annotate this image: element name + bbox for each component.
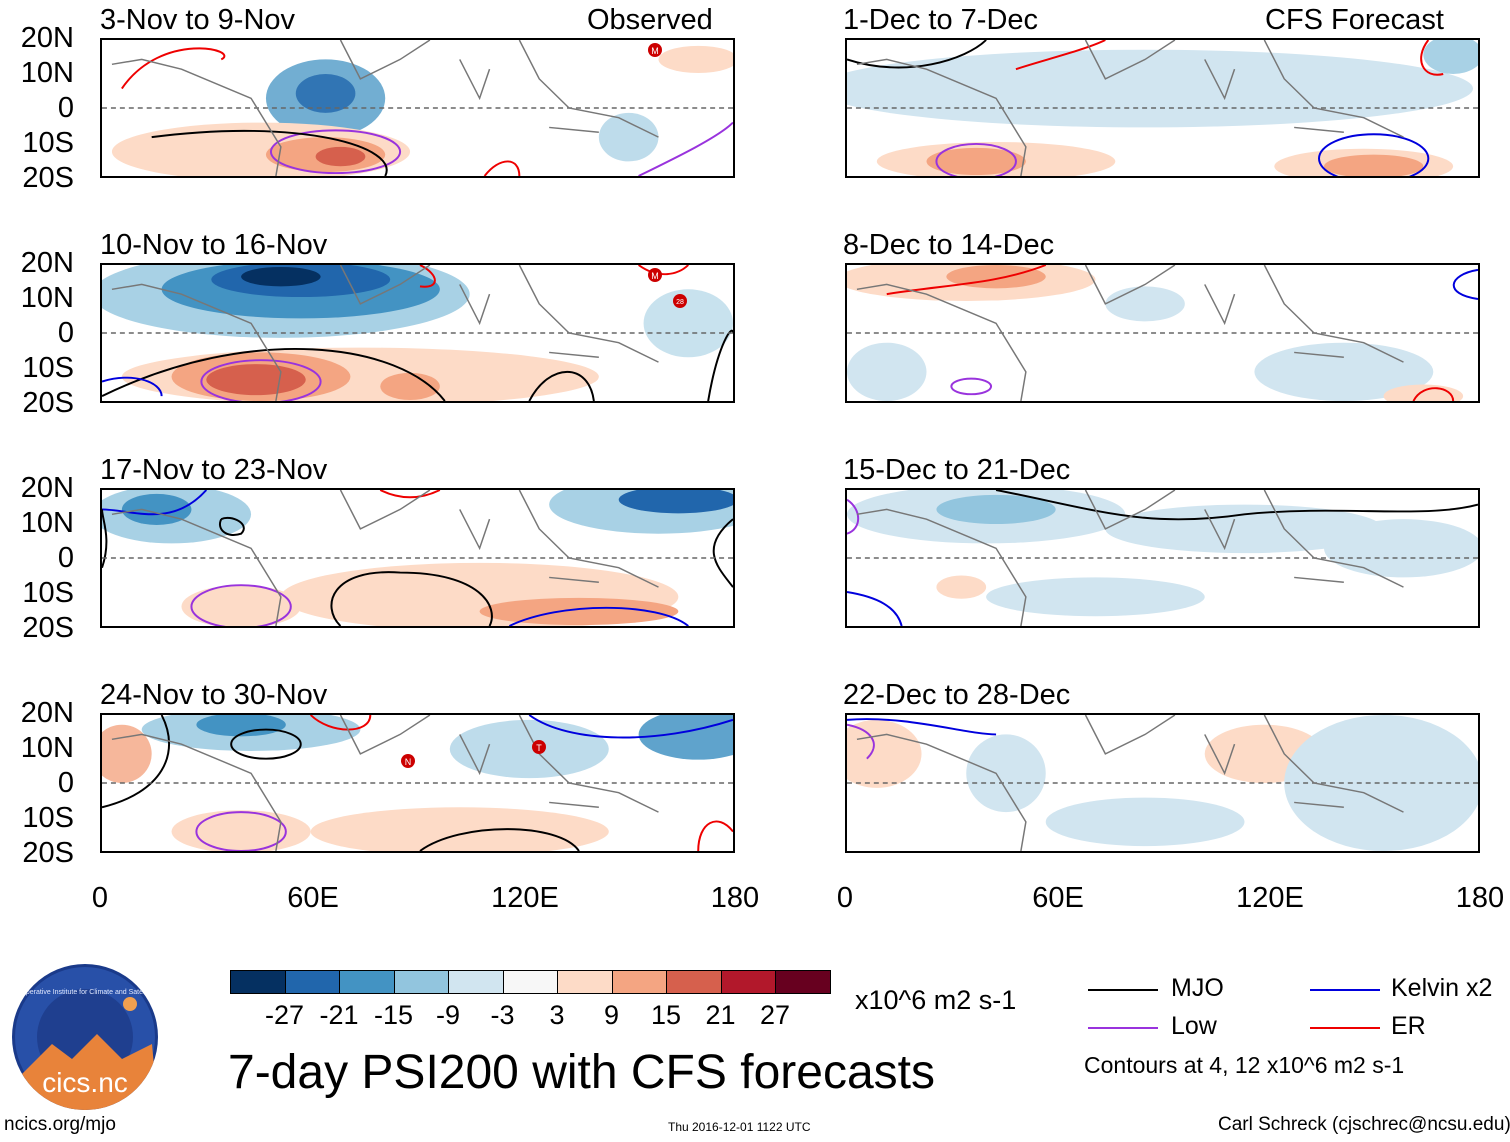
colorbar-tick-label: -15 (373, 1000, 414, 1030)
storm-marker: M (648, 268, 662, 282)
legend-label-mjo: MJO (1171, 974, 1224, 1002)
main-title: 7-day PSI200 with CFS forecasts (228, 1046, 935, 1099)
legend-line-low (1088, 1027, 1158, 1029)
colorbar-swatch (557, 970, 613, 994)
legend-line-mjo (1088, 989, 1158, 991)
lat-label: 20N (20, 22, 74, 54)
lon-label: 180 (710, 882, 760, 914)
map-panel-fc-3 (845, 488, 1480, 628)
lon-label: 60E (1032, 882, 1084, 914)
map-panel-obs-1: M (100, 38, 735, 178)
legend-label-kelvin: Kelvin x2 (1391, 974, 1493, 1002)
colorbar-tick-label: -27 (264, 1000, 305, 1030)
lat-label: 20N (20, 247, 74, 279)
lat-label: 10S (22, 127, 74, 159)
panel-title-obs-4: 24-Nov to 30-Nov (100, 679, 328, 711)
panel-title-fc-2: 8-Dec to 14-Dec (843, 229, 1055, 261)
svg-text:28: 28 (676, 299, 684, 306)
lat-label: 10S (22, 352, 74, 384)
observed-label: Observed (587, 4, 713, 36)
lat-label: 0 (57, 767, 74, 799)
map-panel-obs-4: N T (100, 713, 735, 853)
panel-title-fc-1: 1-Dec to 7-Dec (843, 4, 1039, 36)
footer-author: Carl Schreck (cjschrec@ncsu.edu) (1218, 1114, 1510, 1135)
panel-title-fc-3: 15-Dec to 21-Dec (843, 454, 1071, 486)
map-panel-fc-4 (845, 713, 1480, 853)
lat-label: 0 (57, 92, 74, 124)
colorbar-tick-label: 9 (603, 1000, 620, 1030)
colorbar-swatch (775, 970, 831, 994)
colorbar-swatch (393, 970, 449, 994)
svg-text:N: N (405, 757, 412, 767)
lat-label: 0 (57, 542, 74, 574)
lat-label: 20S (22, 612, 74, 644)
lat-label: 10N (20, 57, 74, 89)
lon-label: 120E (1236, 882, 1304, 914)
colorbar-swatch (448, 970, 504, 994)
lat-label: 20S (22, 387, 74, 419)
cics-logo: cics.nc Cooperative Institute for Climat… (12, 964, 158, 1110)
panel-title-fc-4: 22-Dec to 28-Dec (843, 679, 1071, 711)
svg-text:cics.nc: cics.nc (42, 1067, 128, 1098)
panel-title-obs-1: 3-Nov to 9-Nov (100, 4, 296, 36)
panel-title-obs-3: 17-Nov to 23-Nov (100, 454, 328, 486)
lat-label: 10S (22, 577, 74, 609)
svg-text:T: T (536, 743, 542, 753)
colorbar-tick-label: 27 (759, 1000, 791, 1030)
legend-line-er (1310, 1027, 1380, 1029)
lat-label: 10N (20, 732, 74, 764)
lat-label: 10N (20, 507, 74, 539)
map-panel-obs-3 (100, 488, 735, 628)
map-panel-fc-2 (845, 263, 1480, 403)
lat-label: 10S (22, 802, 74, 834)
cfs-forecast-label: CFS Forecast (1265, 4, 1444, 36)
colorbar-tick-label: 15 (650, 1000, 682, 1030)
lat-label: 20S (22, 837, 74, 869)
legend-label-er: ER (1391, 1012, 1426, 1040)
lon-label: 180 (1455, 882, 1505, 914)
colorbar-swatch (502, 970, 558, 994)
lon-label: 0 (836, 882, 854, 914)
colorbar-swatch (720, 970, 776, 994)
lat-label: 10N (20, 282, 74, 314)
colorbar-tick-label: -3 (490, 1000, 515, 1030)
svg-text:M: M (651, 271, 659, 281)
colorbar-tick-label: 3 (549, 1000, 565, 1030)
panel-title-obs-2: 10-Nov to 16-Nov (100, 229, 328, 261)
colorbar-swatch (284, 970, 340, 994)
colorbar-swatch (666, 970, 722, 994)
colorbar-tick-label: -9 (435, 1000, 460, 1030)
map-panel-obs-2: M 28 (100, 263, 735, 403)
legend-note: Contours at 4, 12 x10^6 m2 s-1 (1084, 1052, 1405, 1078)
lat-label: 20S (22, 162, 74, 194)
legend-label-low: Low (1171, 1012, 1217, 1040)
lat-label: 0 (57, 317, 74, 349)
lat-label: 20N (20, 697, 74, 729)
lon-label: 60E (287, 882, 339, 914)
colorbar-swatch (339, 970, 395, 994)
colorbar-swatch (611, 970, 667, 994)
map-panel-fc-1 (845, 38, 1480, 178)
svg-text:M: M (651, 46, 659, 56)
colorbar-units: x10^6 m2 s-1 (855, 985, 1017, 1015)
colorbar-tick-label: -21 (319, 1000, 359, 1030)
footer-timestamp: Thu 2016-12-01 1122 UTC (668, 1120, 811, 1134)
lon-label: 120E (491, 882, 559, 914)
colorbar-tick-label: 21 (705, 1000, 736, 1030)
lat-label: 20N (20, 472, 74, 504)
storm-marker: M (648, 43, 662, 57)
legend-line-kelvin (1310, 989, 1380, 991)
svg-text:Cooperative Institute for Clim: Cooperative Institute for Climate and Sa… (13, 989, 157, 996)
footer-url: ncics.org/mjo (4, 1114, 116, 1135)
storm-marker: N (401, 754, 415, 768)
storm-marker: 28 (673, 294, 687, 308)
storm-marker: T (532, 740, 546, 754)
lon-label: 0 (91, 882, 109, 914)
colorbar-swatch (230, 970, 286, 994)
